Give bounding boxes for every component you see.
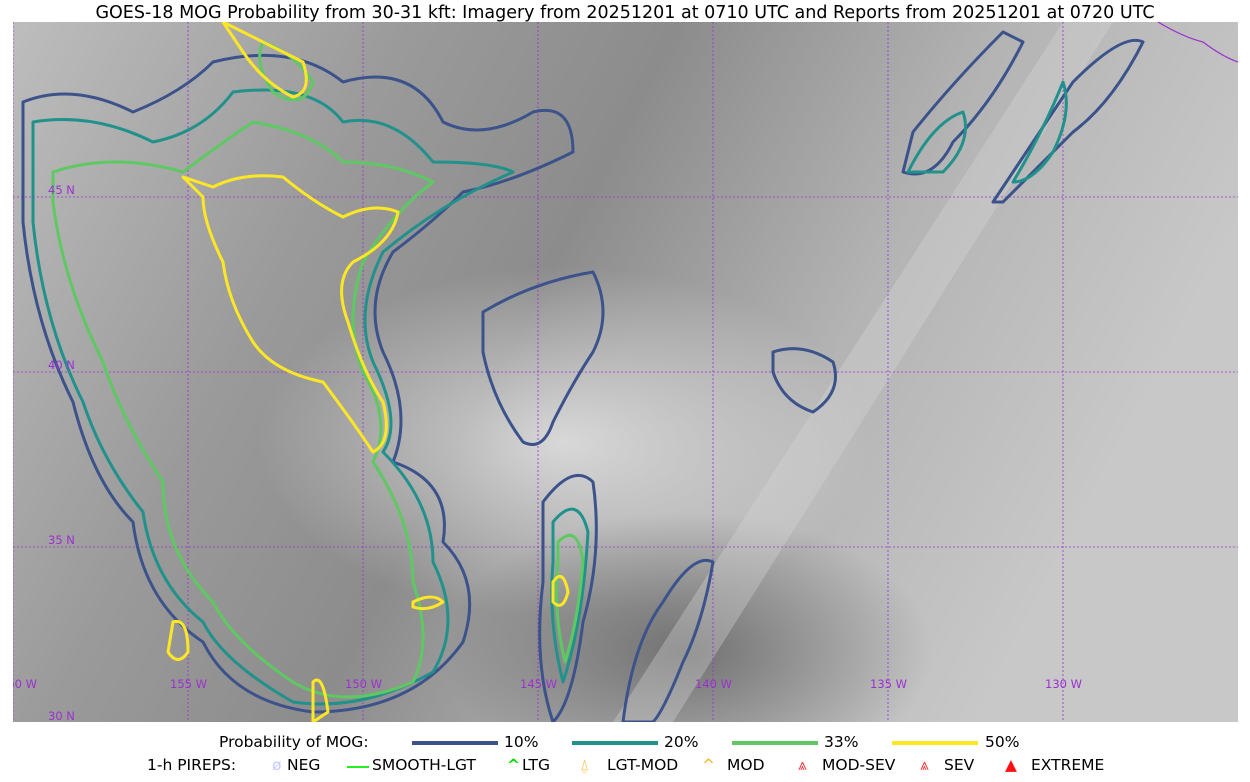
contour-50pct	[221, 22, 308, 99]
pirep-mod-sev-label: MOD-SEV	[822, 756, 896, 774]
lon-label: 160 W	[13, 677, 37, 691]
smooth-lgt-icon	[347, 766, 369, 768]
pirep-mod-label: MOD	[727, 756, 765, 774]
contour-20pct	[550, 507, 590, 684]
sev-icon: ⩓	[920, 756, 929, 774]
legend-label-20: 20%	[664, 733, 699, 751]
pirep-lgt-mod-label: LGT-MOD	[607, 756, 679, 774]
legend-swatch-20	[572, 741, 658, 745]
mod-caret-icon: ^	[702, 756, 715, 774]
lon-labels: 160 W 155 W 150 W 145 W 140 W 135 W 130 …	[13, 677, 1082, 691]
contour-50pct	[551, 574, 570, 607]
mog-contours	[21, 22, 1145, 722]
pirep-neg-label: NEG	[287, 756, 321, 774]
mod-sev-icon: ⩓	[798, 756, 807, 774]
contour-50pct	[311, 678, 330, 722]
lat-label-40n: 40 N	[48, 358, 75, 372]
legend-label-50: 50%	[985, 733, 1020, 751]
probability-legend-title: Probability of MOG:	[219, 733, 369, 751]
contour-10pct	[481, 270, 605, 446]
neg-icon: ø	[272, 756, 282, 774]
lon-label: 130 W	[1045, 677, 1082, 691]
pirep-sev-label: SEV	[944, 756, 975, 774]
pirep-ltg-label: LTG	[522, 756, 550, 774]
lat-labels: 45 N 40 N 35 N 30 N	[48, 183, 75, 722]
contour-33pct	[51, 120, 435, 699]
contour-10pct	[621, 559, 715, 722]
lat-label-45n: 45 N	[48, 183, 75, 197]
ltg-caret-icon: ^	[507, 756, 520, 774]
contour-20pct	[31, 88, 515, 706]
contour-33pct	[555, 533, 585, 664]
lgt-mod-icon: ⍙	[580, 756, 590, 774]
pirep-legend-title: 1-h PIREPS:	[147, 756, 237, 774]
lon-label: 155 W	[170, 677, 207, 691]
legend-label-33: 33%	[824, 733, 859, 751]
contour-10pct	[538, 473, 598, 722]
contour-10pct	[901, 30, 1025, 176]
contour-50pct	[166, 619, 190, 661]
contour-10pct	[21, 53, 575, 714]
legend-swatch-33	[732, 741, 818, 745]
legend-label-10: 10%	[504, 733, 539, 751]
coastline	[1157, 22, 1238, 63]
lon-label: 140 W	[695, 677, 732, 691]
figure-title: GOES-18 MOG Probability from 30-31 kft: …	[95, 3, 1155, 23]
legend-swatch-10	[412, 741, 498, 745]
contour-20pct	[906, 110, 967, 174]
lon-label: 135 W	[870, 677, 907, 691]
pirep-extreme-label: EXTREME	[1031, 756, 1105, 774]
lat-label-35n: 35 N	[48, 533, 75, 547]
pirep-smooth-lgt-label: SMOOTH-LGT	[372, 756, 476, 774]
contour-50pct	[181, 174, 400, 454]
extreme-triangle-icon: ▲	[1005, 756, 1017, 774]
lon-label: 145 W	[520, 677, 557, 691]
lon-label: 150 W	[345, 677, 382, 691]
lat-label-30n: 30 N	[48, 709, 75, 722]
satellite-map: 45 N 40 N 35 N 30 N 160 W 155 W 150 W 14…	[13, 22, 1238, 722]
contour-50pct	[411, 595, 445, 611]
contour-10pct	[771, 347, 837, 414]
contour-20pct	[1011, 80, 1068, 184]
legend-swatch-50	[892, 741, 978, 745]
